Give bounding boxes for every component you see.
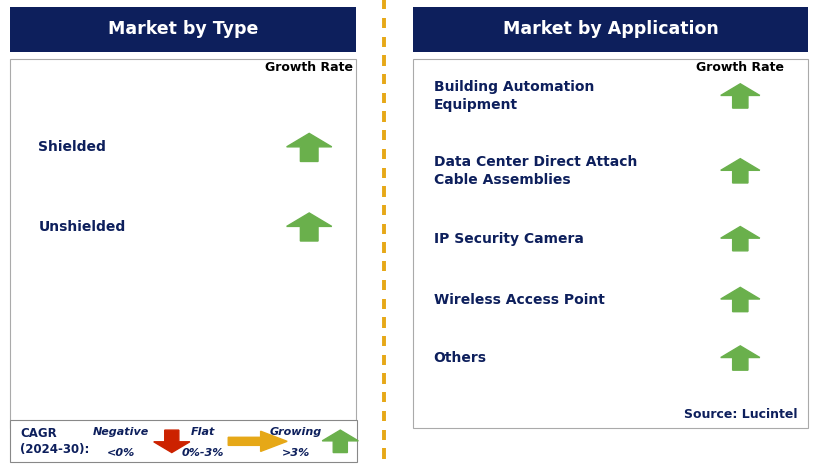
Polygon shape	[228, 431, 287, 452]
Text: Source: Lucintel: Source: Lucintel	[684, 408, 797, 421]
Text: >3%: >3%	[282, 448, 310, 458]
Text: Building Automation
Equipment: Building Automation Equipment	[434, 80, 594, 112]
Polygon shape	[721, 227, 760, 251]
Text: 0%-3%: 0%-3%	[182, 448, 224, 458]
Polygon shape	[322, 430, 358, 453]
Text: Market by Application: Market by Application	[503, 21, 718, 38]
Text: Data Center Direct Attach
Cable Assemblies: Data Center Direct Attach Cable Assembli…	[434, 155, 637, 187]
Polygon shape	[286, 133, 332, 161]
Text: Growth Rate: Growth Rate	[265, 61, 353, 74]
Polygon shape	[286, 213, 332, 241]
Text: CAGR
(2024-30):: CAGR (2024-30):	[20, 427, 90, 456]
Polygon shape	[154, 430, 190, 453]
Polygon shape	[721, 346, 760, 370]
Text: Market by Type: Market by Type	[108, 21, 258, 38]
Text: Negative: Negative	[93, 427, 149, 437]
FancyBboxPatch shape	[10, 7, 356, 52]
Text: IP Security Camera: IP Security Camera	[434, 232, 583, 246]
FancyBboxPatch shape	[10, 58, 356, 428]
FancyBboxPatch shape	[10, 420, 357, 462]
Text: Others: Others	[434, 351, 487, 365]
Polygon shape	[721, 159, 760, 183]
Text: <0%: <0%	[107, 448, 135, 458]
FancyBboxPatch shape	[413, 7, 808, 52]
Polygon shape	[721, 287, 760, 312]
Text: Growing: Growing	[270, 427, 322, 437]
Text: Flat: Flat	[191, 427, 215, 437]
Text: Shielded: Shielded	[38, 140, 106, 154]
Polygon shape	[721, 84, 760, 108]
Text: Wireless Access Point: Wireless Access Point	[434, 292, 605, 307]
Text: Growth Rate: Growth Rate	[696, 61, 784, 74]
Text: Unshielded: Unshielded	[38, 220, 126, 234]
FancyBboxPatch shape	[413, 58, 808, 428]
